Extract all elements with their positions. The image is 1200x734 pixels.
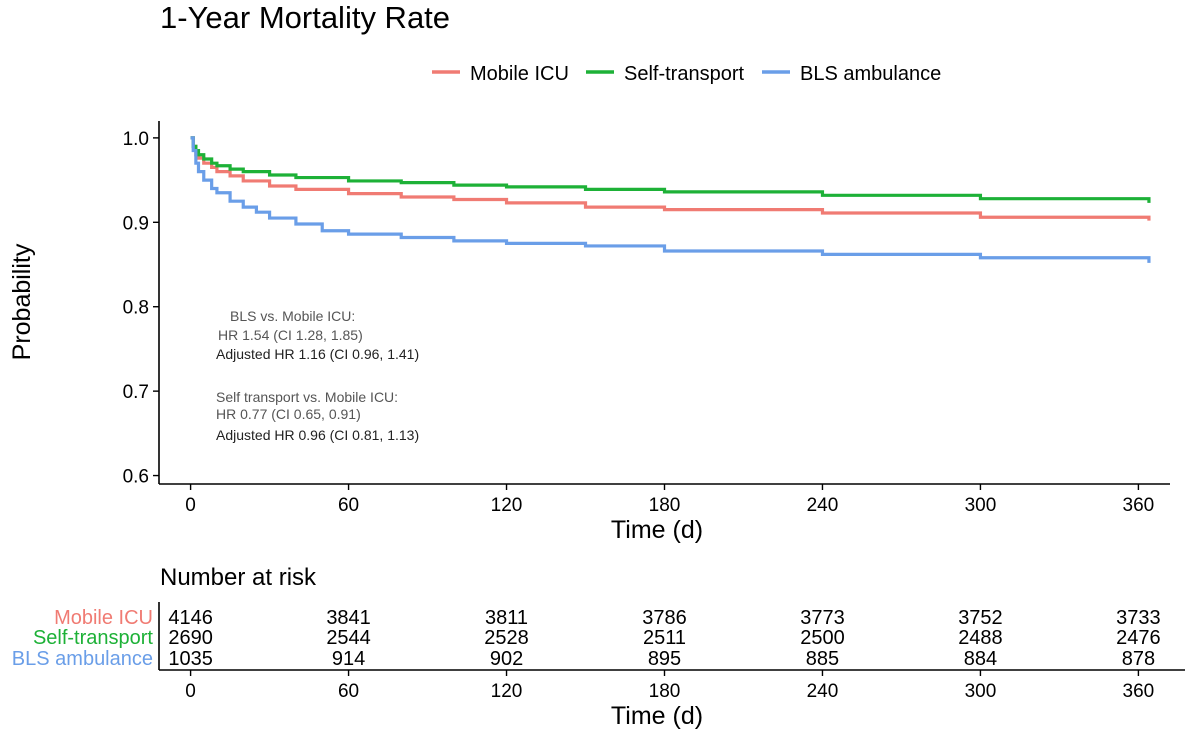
hr-annotation-line: Adjusted HR 1.16 (CI 0.96, 1.41) [216,346,419,362]
x-tick-label: 300 [965,495,997,516]
risk-row-label-bls-ambulance: BLS ambulance [12,648,153,670]
risk-x-tick-label: 180 [649,681,681,702]
hr-annotation-line: HR 1.54 (CI 1.28, 1.85) [218,327,363,343]
risk-row-label-self-transport: Self-transport [33,627,153,649]
risk-cell: 2500 [800,627,845,649]
x-tick-label: 120 [491,495,523,516]
risk-table: Mobile ICU 4146 3841 3811 3786 3773 3752 3733 Se… [12,602,1185,702]
y-tick-label: 0.7 [123,382,149,403]
risk-x-tick-label: 300 [965,681,997,702]
risk-cell: 2528 [484,627,529,649]
risk-x-tick-label: 0 [185,681,196,702]
x-tick-label: 360 [1123,495,1155,516]
legend-label-mobile-icu: Mobile ICU [470,63,569,85]
risk-cell: 3773 [800,607,845,629]
risk-x-tick-label: 60 [338,681,359,702]
legend-label-bls-ambulance: BLS ambulance [800,63,941,85]
y-tick-label: 0.9 [123,213,149,234]
risk-cell: 3841 [326,607,371,629]
risk-cell: 3811 [485,607,528,629]
x-ticks: 0 60 120 180 240 300 360 [185,484,1154,516]
risk-cell: 3752 [958,607,1003,629]
x-tick-label: 60 [338,495,359,516]
x-tick-label: 180 [649,495,681,516]
x-tick-label: 240 [807,495,839,516]
series-line-bls-ambulance [190,136,1151,263]
risk-x-tick-label: 360 [1123,681,1155,702]
risk-x-axis-title: Time (d) [611,702,703,730]
y-tick-label: 0.6 [123,467,149,488]
y-axis-title: Probability [8,243,36,360]
series-line-self-transport [190,136,1151,203]
risk-cell: 4146 [168,607,213,629]
risk-table-title: Number at risk [160,564,317,591]
hr-annotations: BLS vs. Mobile ICU: HR 1.54 (CI 1.28, 1.8… [216,308,419,443]
risk-cell: 878 [1122,648,1155,670]
risk-x-tick-label: 120 [491,681,523,702]
risk-cell: 3733 [1116,607,1161,629]
hr-annotation-line: Adjusted HR 0.96 (CI 0.81, 1.13) [216,427,419,443]
hr-annotation-line: BLS vs. Mobile ICU: [230,308,355,324]
series-line-mobile-icu [190,136,1151,221]
hr-annotation-line: Self transport vs. Mobile ICU: [216,389,398,405]
legend-label-self-transport: Self-transport [624,63,744,85]
y-ticks: 0.6 0.7 0.8 0.9 1.0 [123,129,159,488]
chart-title: 1-Year Mortality Rate [160,0,450,35]
risk-cell: 2488 [958,627,1003,649]
hr-annotation-line: HR 0.77 (CI 0.65, 0.91) [216,406,361,422]
risk-cell: 2690 [168,627,213,649]
risk-cell: 1035 [168,648,213,670]
y-tick-label: 1.0 [123,129,149,150]
risk-cell: 895 [648,648,681,670]
legend: Mobile ICU Self-transport BLS ambulance [432,63,941,85]
risk-cell: 2544 [326,627,371,649]
risk-cell: 902 [490,648,523,670]
y-tick-label: 0.8 [123,298,149,319]
series-lines [190,136,1151,263]
x-axis-title: Time (d) [611,516,703,544]
risk-cell: 884 [964,648,997,670]
x-tick-label: 0 [185,495,196,516]
risk-cell: 2511 [643,627,686,649]
risk-cell: 914 [332,648,365,670]
risk-cell: 3786 [642,607,687,629]
risk-cell: 2476 [1116,627,1161,649]
risk-cell: 885 [806,648,839,670]
risk-row-label-mobile-icu: Mobile ICU [54,607,153,629]
risk-x-tick-label: 240 [807,681,839,702]
